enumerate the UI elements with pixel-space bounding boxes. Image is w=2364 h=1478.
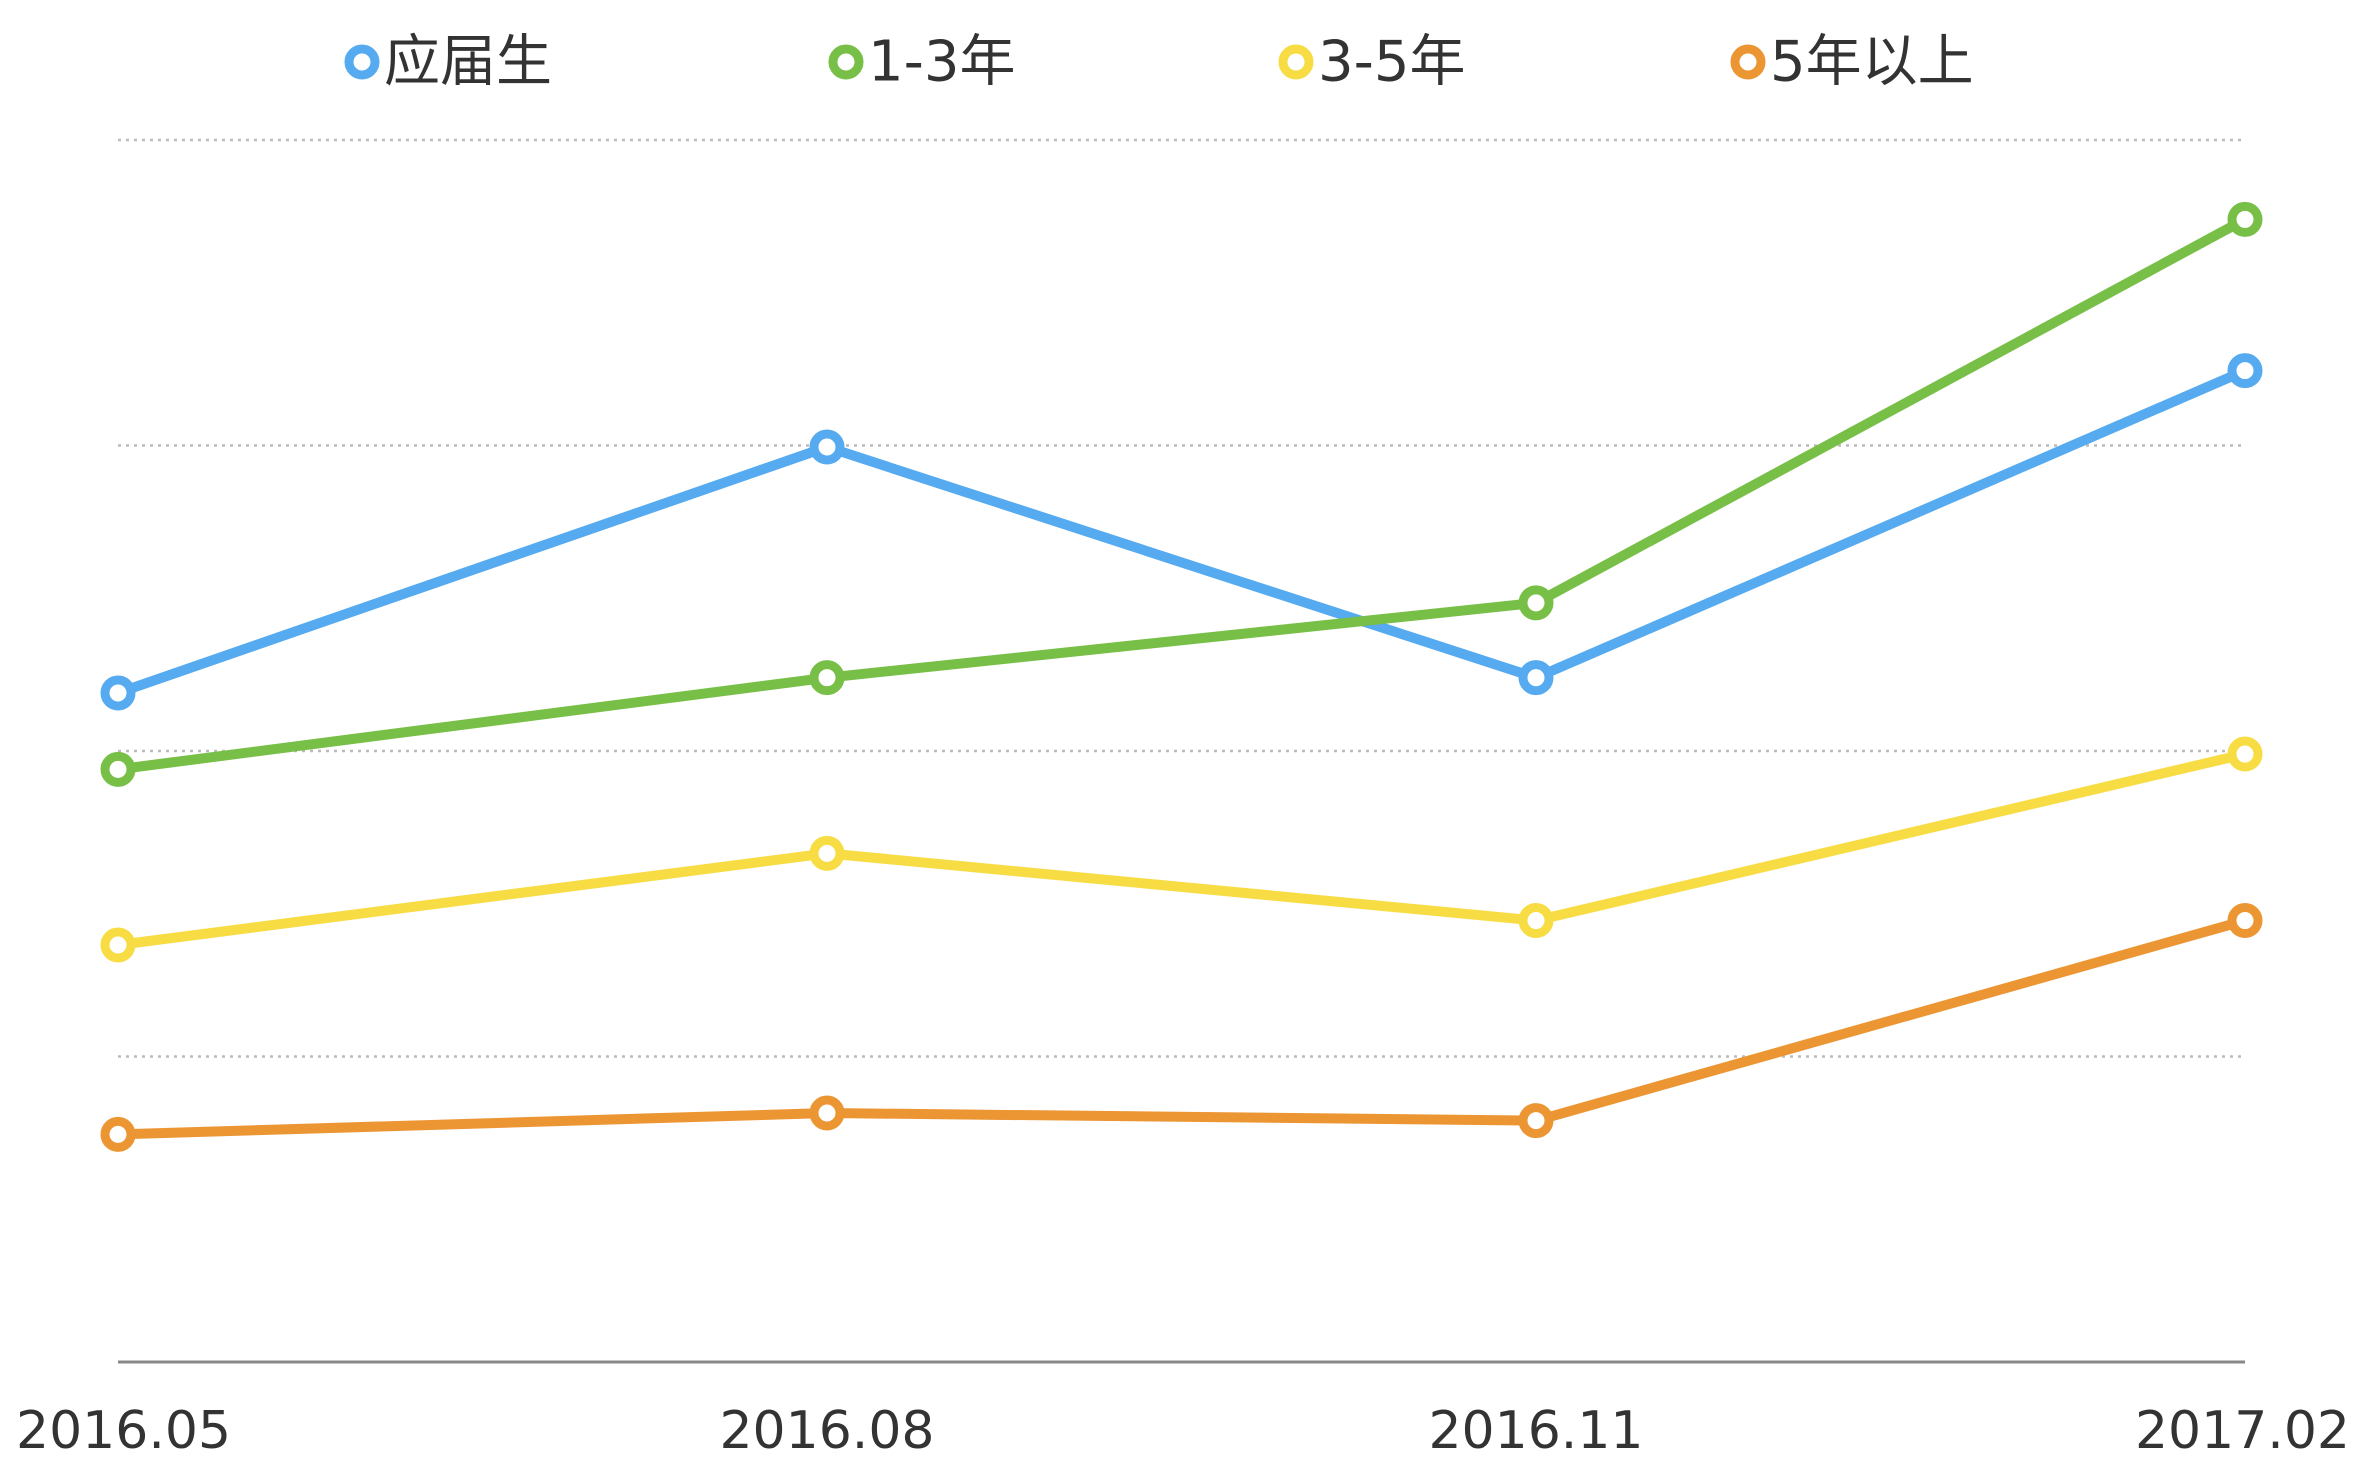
x-tick-label-2: 2016.11 bbox=[1428, 1401, 1643, 1461]
series-1 bbox=[100, 201, 2263, 787]
x-axis-ticks: 2016.05 2016.08 2016.11 2017.02 bbox=[16, 1401, 2350, 1461]
data-point-2-3[interactable] bbox=[2227, 736, 2263, 772]
series-line-0 bbox=[113, 365, 2250, 698]
data-point-2-2[interactable] bbox=[1518, 903, 1554, 939]
legend-label-2: 3-5年 bbox=[1318, 30, 1465, 95]
series-layer bbox=[100, 201, 2263, 1152]
legend-marker-0 bbox=[344, 44, 380, 80]
data-point-0-2[interactable] bbox=[1518, 660, 1554, 696]
grid-layer bbox=[118, 138, 2245, 1058]
data-point-0-3[interactable] bbox=[2227, 353, 2263, 389]
legend-item-0[interactable]: 应届生 bbox=[344, 30, 552, 95]
legend: 应届生 1-3年 3-5年 5年以上 bbox=[344, 30, 1974, 95]
data-point-0-1[interactable] bbox=[809, 429, 845, 465]
legend-label-1: 1-3年 bbox=[868, 30, 1015, 95]
legend-label-0: 应届生 bbox=[384, 30, 552, 95]
data-point-1-2[interactable] bbox=[1518, 585, 1554, 621]
legend-item-3[interactable]: 5年以上 bbox=[1730, 30, 1974, 95]
series-line-1 bbox=[113, 214, 2250, 775]
series-2 bbox=[100, 736, 2263, 963]
data-point-2-1[interactable] bbox=[809, 835, 845, 871]
data-point-1-0[interactable] bbox=[100, 751, 136, 787]
data-point-0-0[interactable] bbox=[100, 675, 136, 711]
data-point-3-3[interactable] bbox=[2227, 903, 2263, 939]
x-tick-label-0: 2016.05 bbox=[16, 1401, 231, 1461]
legend-label-3: 5年以上 bbox=[1770, 30, 1974, 95]
legend-marker-3 bbox=[1730, 44, 1766, 80]
legend-marker-1 bbox=[828, 44, 864, 80]
series-line-3 bbox=[113, 915, 2250, 1140]
x-tick-label-1: 2016.08 bbox=[719, 1401, 934, 1461]
legend-item-2[interactable]: 3-5年 bbox=[1278, 30, 1465, 95]
data-point-1-1[interactable] bbox=[809, 660, 845, 696]
data-point-2-0[interactable] bbox=[100, 927, 136, 963]
data-point-3-2[interactable] bbox=[1518, 1103, 1554, 1139]
data-point-3-1[interactable] bbox=[809, 1095, 845, 1131]
x-tick-label-3: 2017.02 bbox=[2135, 1401, 2350, 1461]
series-3 bbox=[100, 903, 2263, 1152]
data-point-1-3[interactable] bbox=[2227, 201, 2263, 237]
legend-marker-2 bbox=[1278, 44, 1314, 80]
legend-item-1[interactable]: 1-3年 bbox=[828, 30, 1015, 95]
data-point-3-0[interactable] bbox=[100, 1116, 136, 1152]
series-0 bbox=[100, 353, 2263, 711]
series-line-2 bbox=[113, 749, 2250, 950]
